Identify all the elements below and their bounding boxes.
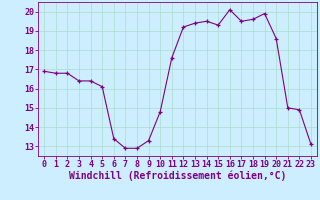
- X-axis label: Windchill (Refroidissement éolien,°C): Windchill (Refroidissement éolien,°C): [69, 171, 286, 181]
